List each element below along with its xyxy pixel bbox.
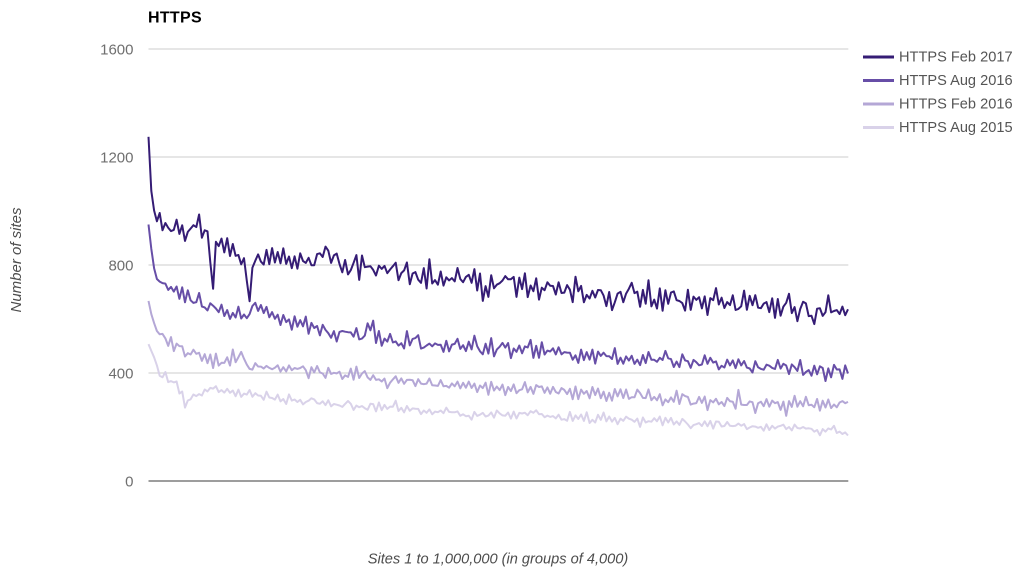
svg-text:HTTPS Feb 2017: HTTPS Feb 2017 (899, 50, 1013, 66)
svg-text:1200: 1200 (100, 150, 133, 167)
svg-text:HTTPS: HTTPS (148, 10, 202, 27)
svg-text:800: 800 (108, 258, 133, 275)
svg-text:400: 400 (108, 366, 133, 383)
svg-text:1600: 1600 (100, 42, 133, 59)
svg-text:Sites 1 to 1,000,000 (in group: Sites 1 to 1,000,000 (in groups of 4,000… (368, 552, 628, 568)
svg-text:HTTPS Aug 2015: HTTPS Aug 2015 (899, 120, 1013, 136)
svg-text:HTTPS Feb 2016: HTTPS Feb 2016 (899, 97, 1013, 113)
svg-text:Number of sites: Number of sites (8, 207, 25, 313)
svg-text:0: 0 (125, 474, 133, 491)
svg-text:HTTPS Aug 2016: HTTPS Aug 2016 (899, 73, 1013, 89)
